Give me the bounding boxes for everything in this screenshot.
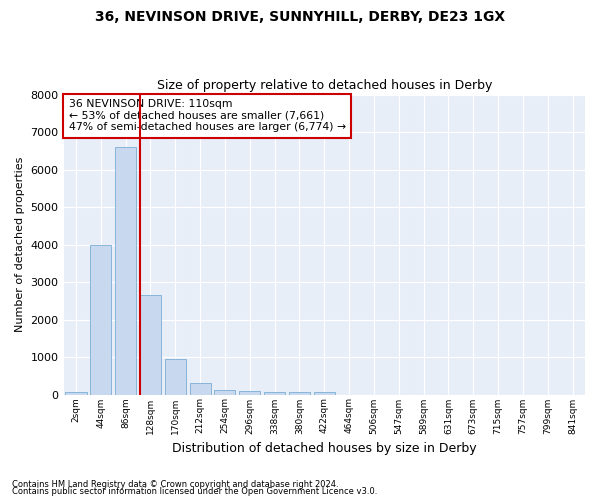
Title: Size of property relative to detached houses in Derby: Size of property relative to detached ho… — [157, 79, 492, 92]
Text: Contains public sector information licensed under the Open Government Licence v3: Contains public sector information licen… — [12, 487, 377, 496]
Text: 36 NEVINSON DRIVE: 110sqm
← 53% of detached houses are smaller (7,661)
47% of se: 36 NEVINSON DRIVE: 110sqm ← 53% of detac… — [69, 99, 346, 132]
Bar — [90, 244, 112, 394]
Bar — [214, 390, 235, 394]
Text: Contains HM Land Registry data © Crown copyright and database right 2024.: Contains HM Land Registry data © Crown c… — [12, 480, 338, 489]
Bar — [140, 295, 161, 394]
Bar — [190, 383, 211, 394]
Bar — [65, 392, 86, 394]
Bar — [289, 392, 310, 394]
Bar — [115, 147, 136, 394]
X-axis label: Distribution of detached houses by size in Derby: Distribution of detached houses by size … — [172, 442, 476, 455]
Bar — [264, 392, 285, 394]
Bar — [314, 392, 335, 394]
Text: 36, NEVINSON DRIVE, SUNNYHILL, DERBY, DE23 1GX: 36, NEVINSON DRIVE, SUNNYHILL, DERBY, DE… — [95, 10, 505, 24]
Bar — [239, 391, 260, 394]
Y-axis label: Number of detached properties: Number of detached properties — [15, 157, 25, 332]
Bar — [165, 359, 186, 394]
